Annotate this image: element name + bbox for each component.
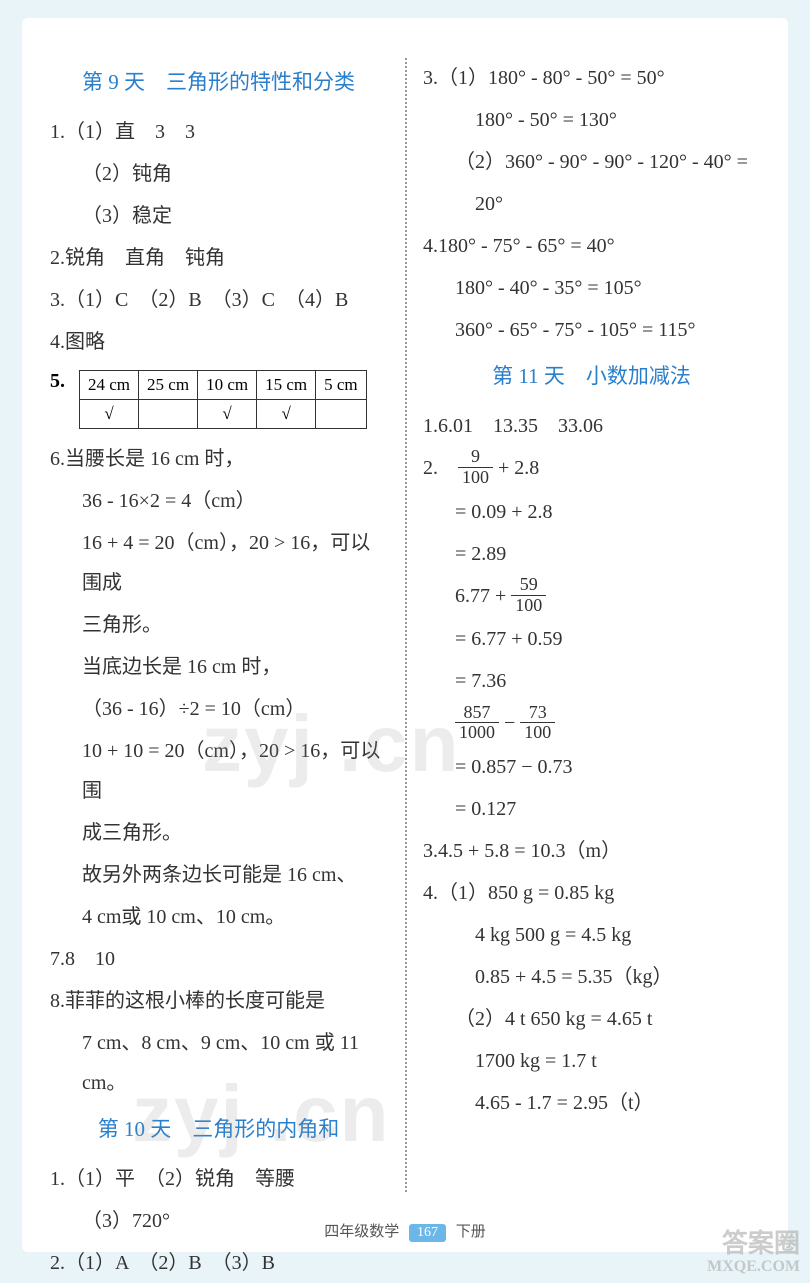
column-divider <box>405 58 407 1192</box>
denominator: 1000 <box>455 723 499 743</box>
d11q2c: = 2.89 <box>423 534 760 574</box>
page-footer: 四年级数学 167 下册 <box>22 1220 788 1242</box>
prefix: 2. <box>423 457 458 479</box>
d11q1: 1.6.01 13.35 33.06 <box>423 406 760 446</box>
heading-day10: 第 10 天 三角形的内角和 <box>50 1113 387 1143</box>
q6d: 三角形。 <box>50 605 387 645</box>
d11q2i: = 0.127 <box>423 789 760 829</box>
q6g: 10 + 10 = 20（cm），20 > 16，可以围 <box>50 731 387 811</box>
fraction: 9100 <box>458 447 493 488</box>
q8a: 8.菲菲的这根小棒的长度可能是 <box>50 981 387 1021</box>
d11q2b: = 0.09 + 2.8 <box>423 492 760 532</box>
fraction: 59100 <box>511 575 546 616</box>
q3: 3.（1）C （2）B （3）C （4）B <box>50 280 387 320</box>
d11q4a: 4.（1）850 g = 0.85 kg <box>423 873 760 913</box>
minus: − <box>499 712 520 734</box>
r-q3c: （2）360° - 90° - 90° - 120° - 40° = <box>423 142 760 182</box>
table-row: 24 cm 25 cm 10 cm 15 cm 5 cm <box>80 371 367 400</box>
numerator: 857 <box>455 703 499 724</box>
q6b: 36 - 16×2 = 4（cm） <box>50 481 387 521</box>
denominator: 100 <box>511 596 546 616</box>
q8b: 7 cm、8 cm、9 cm、10 cm 或 11 cm。 <box>50 1023 387 1103</box>
q5-label: 5. <box>50 370 65 393</box>
left-column: 第 9 天 三角形的特性和分类 1.（1）直 3 3 （2）钝角 （3）稳定 2… <box>50 58 405 1202</box>
page-number: 167 <box>409 1224 446 1242</box>
content: 第 9 天 三角形的特性和分类 1.（1）直 3 3 （2）钝角 （3）稳定 2… <box>50 58 760 1202</box>
q6h: 成三角形。 <box>50 813 387 853</box>
cell: 25 cm <box>139 371 198 400</box>
r-q4a: 4.180° - 75° - 65° = 40° <box>423 226 760 266</box>
d11q2e: = 6.77 + 0.59 <box>423 619 760 659</box>
q2: 2.锐角 直角 钝角 <box>50 238 387 278</box>
cell: √ <box>80 400 139 429</box>
cell: √ <box>257 400 316 429</box>
heading-day11: 第 11 天 小数加减法 <box>423 360 760 390</box>
d11q2a: 2. 9100 + 2.8 <box>423 448 760 490</box>
d11q4b: 4 kg 500 g = 4.5 kg <box>423 915 760 955</box>
d11q4e: 1700 kg = 1.7 t <box>423 1041 760 1081</box>
numerator: 9 <box>458 447 493 468</box>
q7: 7.8 10 <box>50 939 387 979</box>
d11q2d: 6.77 + 59100 <box>423 576 760 618</box>
footer-left: 四年级数学 <box>324 1224 399 1240</box>
r-q3b: 180° - 50° = 130° <box>423 100 760 140</box>
cell <box>139 400 198 429</box>
q6f: （36 - 16）÷2 = 10（cm） <box>50 689 387 729</box>
q4: 4.图略 <box>50 322 387 362</box>
page-frame: zyj .cn zyj .cn 第 9 天 三角形的特性和分类 1.（1）直 3… <box>22 18 788 1252</box>
d11q2g: 8571000 − 73100 <box>423 703 760 745</box>
fraction: 73100 <box>520 703 555 744</box>
q6e: 当底边长是 16 cm 时， <box>50 647 387 687</box>
q6c: 16 + 4 = 20（cm），20 > 16，可以围成 <box>50 523 387 603</box>
footer-right: 下册 <box>456 1224 486 1240</box>
d11q4c: 0.85 + 4.5 = 5.35（kg） <box>423 957 760 997</box>
q1-3: （3）稳定 <box>50 196 387 236</box>
r-q4b: 180° - 40° - 35° = 105° <box>423 268 760 308</box>
cell: 5 cm <box>316 371 367 400</box>
r-q4c: 360° - 65° - 75° - 105° = 115° <box>423 310 760 350</box>
q6j: 4 cm或 10 cm、10 cm。 <box>50 897 387 937</box>
table-row: √ √ √ <box>80 400 367 429</box>
d10q1a: 1.（1）平 （2）锐角 等腰 <box>50 1159 387 1199</box>
cell: √ <box>198 400 257 429</box>
q6a: 6.当腰长是 16 cm 时， <box>50 439 387 479</box>
fraction: 8571000 <box>455 703 499 744</box>
q5-row: 5. 24 cm 25 cm 10 cm 15 cm 5 cm √ √ √ <box>50 364 387 439</box>
d11q4f: 4.65 - 1.7 = 2.95（t） <box>423 1083 760 1123</box>
r-q3a: 3.（1）180° - 80° - 50° = 50° <box>423 58 760 98</box>
stamp-line2: MXQE.COM <box>707 1258 800 1276</box>
heading-day9: 第 9 天 三角形的特性和分类 <box>50 66 387 96</box>
r-q3d: 20° <box>423 184 760 224</box>
d10q2: 2.（1）A （2）B （3）B <box>50 1243 387 1283</box>
d11q4d: （2）4 t 650 kg = 4.65 t <box>423 999 760 1039</box>
q6i: 故另外两条边长可能是 16 cm、 <box>50 855 387 895</box>
d11q3: 3.4.5 + 5.8 = 10.3（m） <box>423 831 760 871</box>
suffix: + 2.8 <box>493 457 539 479</box>
prefix: 6.77 + <box>455 585 511 607</box>
denominator: 100 <box>458 468 493 488</box>
cell: 10 cm <box>198 371 257 400</box>
denominator: 100 <box>520 723 555 743</box>
q5-table: 24 cm 25 cm 10 cm 15 cm 5 cm √ √ √ <box>79 370 367 429</box>
d11q2f: = 7.36 <box>423 661 760 701</box>
cell: 24 cm <box>80 371 139 400</box>
numerator: 59 <box>511 575 546 596</box>
d11q2h: = 0.857 − 0.73 <box>423 747 760 787</box>
q1-2: （2）钝角 <box>50 154 387 194</box>
cell <box>316 400 367 429</box>
right-column: 3.（1）180° - 80° - 50° = 50° 180° - 50° =… <box>405 58 760 1202</box>
numerator: 73 <box>520 703 555 724</box>
cell: 15 cm <box>257 371 316 400</box>
q1-1: 1.（1）直 3 3 <box>50 112 387 152</box>
